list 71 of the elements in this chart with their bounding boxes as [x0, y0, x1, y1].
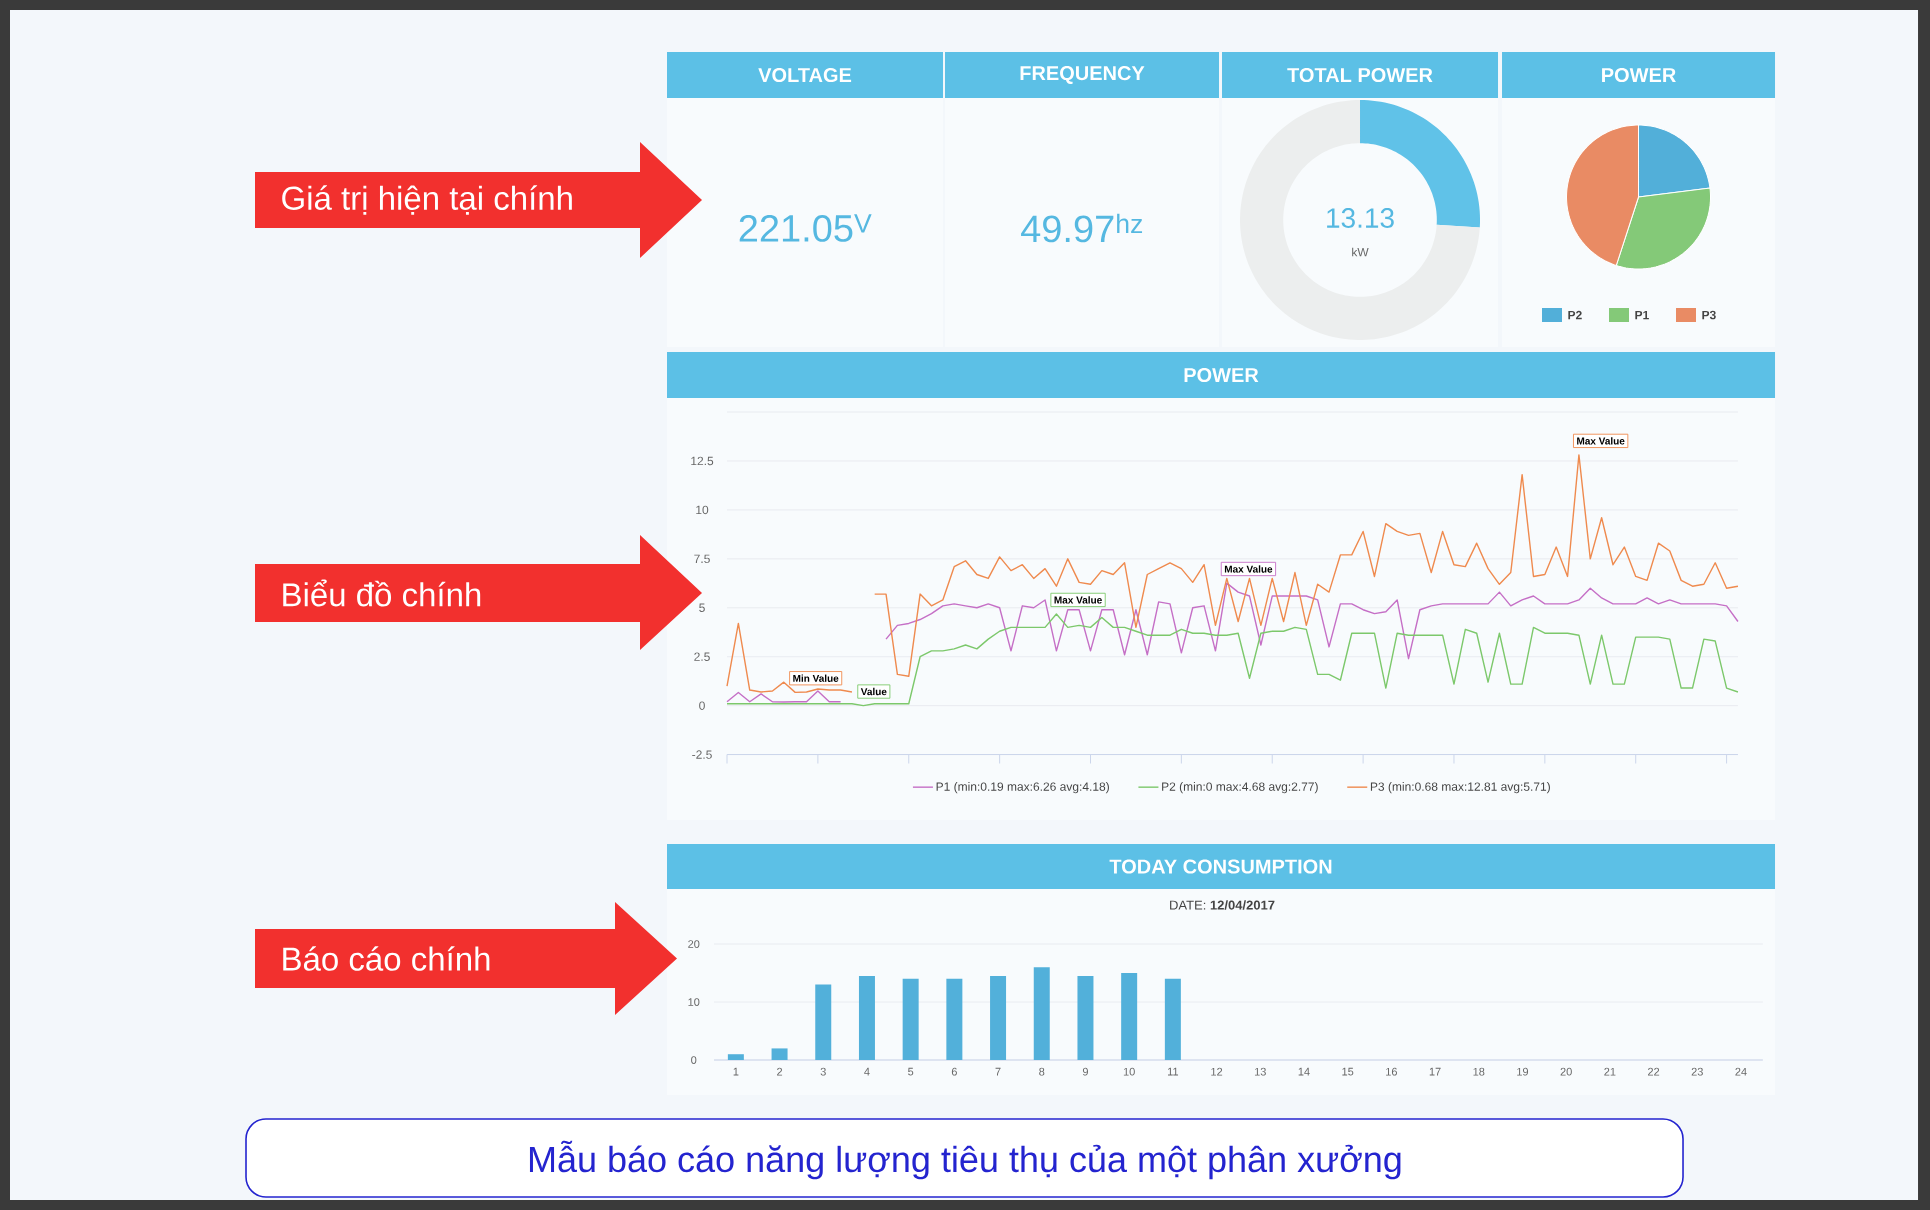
x-tick-label: 10: [1123, 1067, 1135, 1076]
legend-label: P3: [1702, 310, 1716, 320]
x-tick-label: 11: [1167, 1067, 1179, 1076]
text: Mẫu báo cáo năng lượng tiêu thụ của một phân xưởng: [529, 1140, 1401, 1180]
text: FREQUENCY: [1020, 66, 1145, 84]
y-tick-label: -2.5: [692, 750, 712, 759]
legend-label: P1: [1635, 310, 1649, 320]
x-tick-label: 8: [1039, 1067, 1045, 1076]
x-tick-label: 18: [1473, 1067, 1485, 1076]
y-tick-label: 20: [688, 940, 700, 948]
bar: [727, 1054, 744, 1061]
text: 49.97$^{hz}$: [1021, 213, 1143, 243]
annotation: Max Value: [1577, 437, 1625, 445]
bar: [771, 1048, 788, 1061]
y-tick-label: 10: [688, 998, 700, 1006]
x-tick-label: 17: [1429, 1067, 1441, 1076]
x-tick-label: 21: [1604, 1067, 1616, 1076]
x-tick-label: 22: [1647, 1067, 1660, 1076]
x-tick-label: 6: [951, 1067, 957, 1076]
y-tick-label: 0: [699, 701, 705, 710]
bar: [1077, 975, 1094, 1061]
annotation: Value: [860, 687, 887, 696]
bar: [902, 978, 919, 1061]
bar: [1164, 978, 1181, 1061]
annotation: Max Value: [1054, 596, 1102, 604]
text: Giá trị hiện tại chính: [282, 185, 572, 215]
bar: [1121, 973, 1138, 1061]
x-tick-label: 7: [995, 1067, 1001, 1076]
y-tick-label: 0: [691, 1056, 697, 1064]
y-tick-label: 12.5: [691, 456, 714, 466]
text: kW: [1352, 247, 1369, 257]
annotation: Max Value: [1224, 565, 1273, 573]
text: 13.13: [1327, 208, 1394, 228]
x-tick-label: 4: [864, 1067, 870, 1076]
bar: [946, 978, 963, 1061]
x-tick-label: 1: [733, 1067, 739, 1076]
bar: [990, 975, 1007, 1061]
x-tick-label: 23: [1691, 1067, 1703, 1076]
y-tick-label: 2.5: [694, 652, 710, 661]
chart-title: POWER: [1184, 367, 1259, 383]
chart-subtitle: DATE: 12/04/2017: [1170, 900, 1275, 910]
legend-label: P2: [1568, 310, 1582, 320]
bar: [815, 984, 832, 1061]
legend-label: P1 (min:0.19 max:6.26 avg:4.18): [936, 782, 1109, 794]
text: VOLTAGE: [758, 67, 852, 83]
annotation: Min Value: [793, 674, 839, 682]
x-tick-label: 19: [1517, 1067, 1529, 1076]
text: Báo cáo chính: [283, 946, 490, 971]
x-tick-label: 3: [820, 1067, 826, 1076]
x-tick-label: 12: [1211, 1067, 1223, 1076]
x-tick-label: 24: [1735, 1067, 1747, 1076]
x-tick-label: 5: [908, 1067, 914, 1076]
text: 221.05$^{V}$: [739, 214, 872, 242]
chart-title: TODAY CONSUMPTION: [1109, 859, 1332, 874]
x-tick-label: 15: [1342, 1067, 1354, 1076]
bar: [858, 975, 875, 1061]
chart-title: POWER: [1602, 67, 1676, 83]
x-tick-label: 14: [1298, 1067, 1310, 1076]
x-tick-label: 20: [1560, 1067, 1572, 1076]
bar: [1033, 967, 1050, 1061]
text: Biểu đồ chính: [283, 579, 481, 607]
y-tick-label: 10: [696, 505, 709, 515]
x-tick-label: 2: [777, 1067, 783, 1076]
chart-title: TOTAL POWER: [1287, 67, 1433, 83]
x-tick-label: 9: [1082, 1067, 1088, 1076]
y-tick-label: 5: [699, 603, 705, 612]
x-tick-label: 13: [1254, 1067, 1266, 1076]
x-tick-label: 16: [1386, 1067, 1397, 1076]
legend-label: P3 (min:0.68 max:12.81 avg:5.71): [1370, 782, 1550, 794]
legend-label: P2 (min:0 max:4.68 avg:2.77): [1162, 782, 1318, 794]
y-tick-label: 7.5: [694, 554, 710, 564]
